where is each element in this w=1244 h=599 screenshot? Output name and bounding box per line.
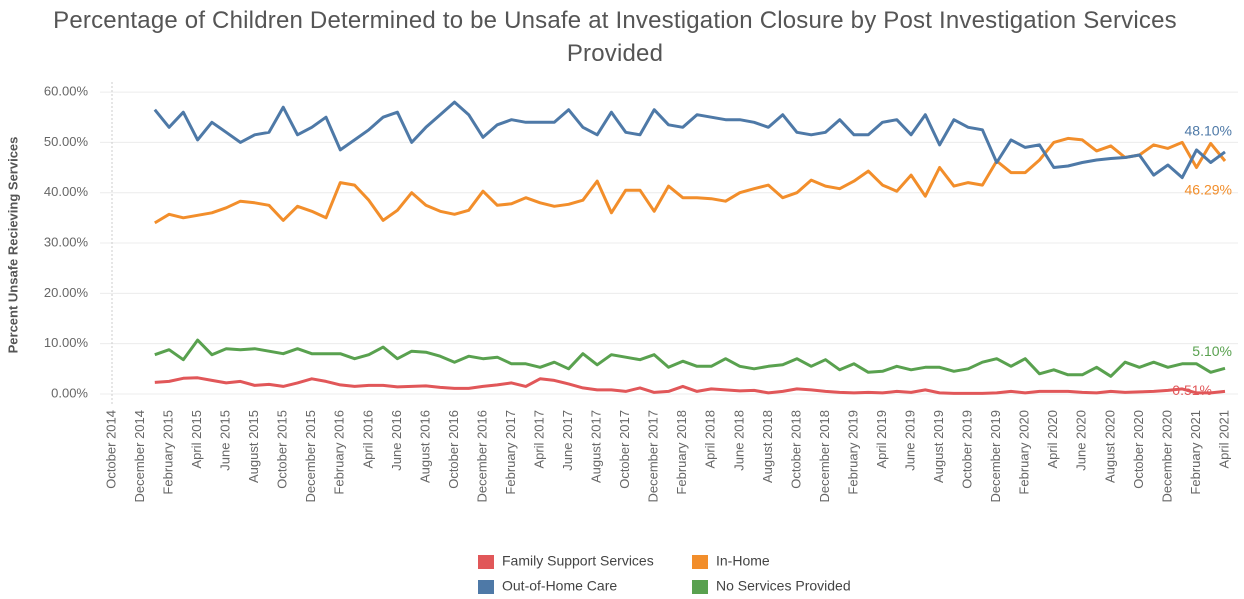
legend-swatch — [478, 555, 494, 569]
x-tick-label: February 2017 — [503, 410, 518, 495]
legend-label: Out-of-Home Care — [502, 578, 617, 594]
y-tick-label: 50.00% — [44, 134, 89, 149]
y-tick-label: 20.00% — [44, 285, 89, 300]
legend-swatch — [692, 580, 708, 594]
x-tick-label: June 2020 — [1074, 410, 1089, 471]
series-line — [154, 136, 1227, 225]
x-tick-label: February 2019 — [845, 410, 860, 495]
x-tick-label: June 2019 — [903, 410, 918, 471]
x-tick-label: February 2020 — [1017, 410, 1032, 495]
end-value-label: 5.10% — [1192, 343, 1232, 359]
x-tick-label: April 2018 — [703, 410, 718, 469]
x-tick-label: February 2016 — [332, 410, 347, 495]
x-tick-label: February 2018 — [674, 410, 689, 495]
x-tick-label: June 2015 — [218, 410, 233, 471]
x-tick-label: June 2018 — [731, 410, 746, 471]
x-tick-label: October 2018 — [788, 410, 803, 489]
legend-label: No Services Provided — [716, 578, 851, 594]
x-tick-label: December 2016 — [474, 410, 489, 503]
x-tick-label: October 2017 — [617, 410, 632, 489]
x-tick-label: June 2017 — [560, 410, 575, 471]
y-tick-label: 30.00% — [44, 234, 89, 249]
x-tick-label: October 2016 — [446, 410, 461, 489]
x-tick-label: April 2017 — [532, 410, 547, 469]
series-line — [154, 376, 1226, 395]
y-tick-label: 10.00% — [44, 335, 89, 350]
legend-label: In-Home — [716, 553, 770, 569]
y-tick-label: 40.00% — [44, 184, 89, 199]
end-value-label: 0.51% — [1172, 382, 1212, 398]
y-tick-label: 0.00% — [51, 385, 88, 400]
x-tick-label: August 2016 — [417, 410, 432, 483]
x-tick-label: October 2015 — [275, 410, 290, 489]
x-tick-label: April 2020 — [1045, 410, 1060, 469]
x-tick-label: December 2019 — [988, 410, 1003, 503]
x-tick-label: June 2016 — [389, 410, 404, 471]
legend-swatch — [692, 555, 708, 569]
chart-title: Percentage of Children Determined to be … — [53, 7, 1177, 67]
y-axis-label: Percent Unsafe Recieving Services — [5, 137, 20, 354]
x-tick-label: December 2015 — [303, 410, 318, 503]
x-tick-label: October 2020 — [1131, 410, 1146, 489]
end-value-label: 48.10% — [1185, 123, 1232, 139]
legend-swatch — [478, 580, 494, 594]
x-tick-label: February 2021 — [1188, 410, 1203, 495]
x-tick-label: December 2014 — [132, 410, 147, 503]
x-tick-label: August 2020 — [1102, 410, 1117, 483]
series-line — [154, 338, 1226, 378]
legend-label: Family Support Services — [502, 553, 654, 569]
x-tick-label: April 2015 — [189, 410, 204, 469]
series-line — [153, 100, 1226, 180]
end-value-label: 46.29% — [1185, 182, 1232, 198]
x-tick-label: August 2019 — [931, 410, 946, 483]
x-tick-label: April 2021 — [1216, 410, 1231, 469]
x-tick-label: December 2018 — [817, 410, 832, 503]
x-tick-label: August 2018 — [760, 410, 775, 483]
x-tick-label: October 2014 — [103, 410, 118, 489]
x-tick-label: August 2015 — [246, 410, 261, 483]
y-tick-label: 60.00% — [44, 84, 89, 99]
x-tick-label: December 2020 — [1159, 410, 1174, 503]
x-tick-label: December 2017 — [646, 410, 661, 503]
x-tick-label: April 2019 — [874, 410, 889, 469]
x-tick-label: October 2019 — [960, 410, 975, 489]
x-tick-label: April 2016 — [360, 410, 375, 469]
x-tick-label: August 2017 — [589, 410, 604, 483]
x-tick-label: February 2015 — [161, 410, 176, 495]
